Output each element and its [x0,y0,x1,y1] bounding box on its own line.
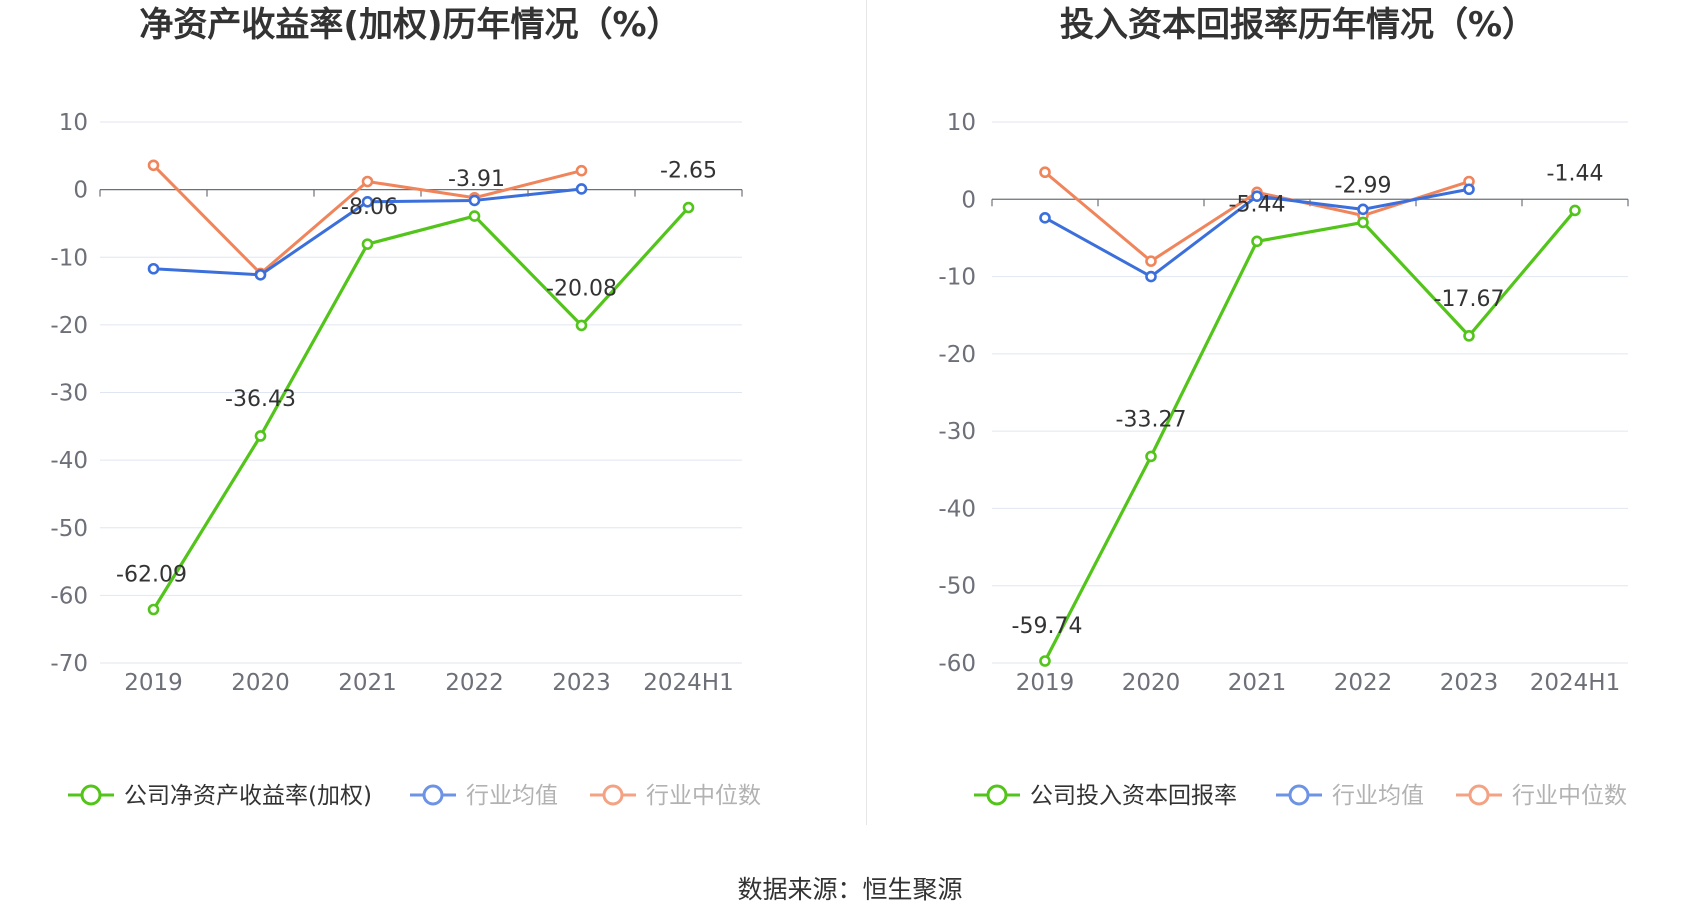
data-label: -17.67 [1434,287,1505,312]
series-line-company [1043,209,1577,662]
legend-marker-icon [422,784,444,806]
legend-label: 行业均值 [1332,783,1424,809]
data-label: -5.44 [1229,192,1286,217]
x-tick-label: 2019 [1016,670,1075,696]
y-tick-label: -10 [50,245,88,271]
legend-item-median[interactable]: 行业中位数 [1456,783,1627,809]
x-tick-label: 2024H1 [1530,670,1620,696]
y-tick-label: -30 [50,381,88,407]
x-tick-label: 2021 [1228,670,1287,696]
legend-label: 行业均值 [466,783,558,809]
data-point-company[interactable] [361,238,374,250]
y-tick-label: 10 [947,110,976,136]
data-point-median[interactable] [575,164,588,177]
data-label: -2.99 [1335,173,1392,198]
data-label: -8.06 [341,195,398,220]
data-point-company[interactable] [1463,330,1475,342]
legend-item-median[interactable]: 行业中位数 [590,783,761,809]
roic-chart: 投入资本回报率历年情况（%） 10 0 -10 -20 -30 -40 -50 -60 2019 2… [938,5,1629,809]
data-point-median[interactable] [1145,255,1157,267]
y-tick-label: -20 [50,313,88,339]
data-point-company[interactable] [147,603,160,616]
y-tick-label: 0 [961,187,976,213]
x-tick-label: 2023 [1440,670,1499,696]
x-tick-label: 2021 [338,670,397,696]
data-point-avg[interactable] [254,269,267,281]
data-point-company[interactable] [1145,450,1157,463]
data-point-company[interactable] [468,210,481,222]
x-tick-label: 2019 [124,670,183,696]
legend-marker-icon [986,784,1008,806]
legend-item-company[interactable]: 公司净资产收益率(加权) [68,783,372,809]
data-source: 数据来源：恒生聚源 [737,875,963,904]
y-tick-label: -20 [938,342,976,368]
data-point-company[interactable] [1569,204,1581,217]
data-point-avg[interactable] [1039,212,1051,224]
x-tick-label: 2020 [1122,670,1181,696]
roe-chart: 净资产收益率(加权)历年情况（%） 10 0 -10 -20 -30 -40 -50 -60 -7… [50,5,761,809]
y-tick-label: -60 [938,651,976,677]
data-point-avg[interactable] [361,195,374,208]
data-point-avg[interactable] [1145,270,1157,283]
legend-label: 行业中位数 [646,783,761,809]
y-tick-label: 0 [73,178,88,204]
data-label: -36.43 [225,387,296,412]
y-tick-label: -50 [938,574,976,600]
y-tick-label: -70 [50,651,88,677]
chart-title: 净资产收益率(加权)历年情况（%） [139,5,680,45]
data-point-company[interactable] [575,319,588,332]
legend-marker-icon [1468,784,1490,806]
data-point-avg[interactable] [1357,203,1369,216]
legend-item-company[interactable]: 公司投入资本回报率 [974,783,1237,809]
x-tick-label: 2022 [1334,670,1393,696]
data-label: -1.44 [1547,161,1604,186]
data-label: -33.27 [1116,407,1187,432]
data-label: -3.91 [448,167,505,192]
legend-marker-icon [602,784,624,806]
legend-marker-icon [1288,784,1310,806]
data-point-median[interactable] [1039,166,1051,179]
data-point-avg[interactable] [1251,190,1263,202]
data-point-avg[interactable] [1463,183,1475,196]
x-tick-label: 2022 [445,670,504,696]
y-tick-label: -10 [938,265,976,291]
series-line-company [152,206,690,611]
panel-divider [866,0,867,825]
data-point-company[interactable] [1357,216,1369,229]
legend-marker-icon [80,784,102,806]
data-point-company[interactable] [682,201,695,214]
x-tick-label: 2020 [231,670,290,696]
data-point-avg[interactable] [468,194,481,207]
y-tick-label: 10 [59,110,88,136]
chart-title: 投入资本回报率历年情况（%） [1060,5,1536,45]
x-tick-label: 2023 [552,670,611,696]
legend-label: 公司净资产收益率(加权) [124,783,372,809]
legend-label: 行业中位数 [1512,783,1627,809]
data-point-company[interactable] [1039,655,1051,667]
data-point-avg[interactable] [575,183,588,195]
data-label: -59.74 [1012,614,1083,639]
y-tick-label: -60 [50,583,88,609]
legend-item-avg[interactable]: 行业均值 [410,783,558,809]
data-point-company[interactable] [1251,235,1263,248]
legend-label: 公司投入资本回报率 [1030,783,1237,809]
y-tick-label: -40 [938,496,976,522]
legend-item-avg[interactable]: 行业均值 [1276,783,1424,809]
data-point-median[interactable] [147,159,160,172]
data-label: -20.08 [546,276,617,301]
data-point-median[interactable] [361,175,374,188]
y-tick-label: -30 [938,419,976,445]
data-label: -2.65 [660,159,717,184]
x-tick-label: 2024H1 [643,670,733,696]
data-point-avg[interactable] [147,262,160,275]
data-label: -62.09 [116,563,187,588]
data-point-company[interactable] [254,430,267,442]
y-tick-label: -40 [50,448,88,474]
y-tick-label: -50 [50,516,88,542]
